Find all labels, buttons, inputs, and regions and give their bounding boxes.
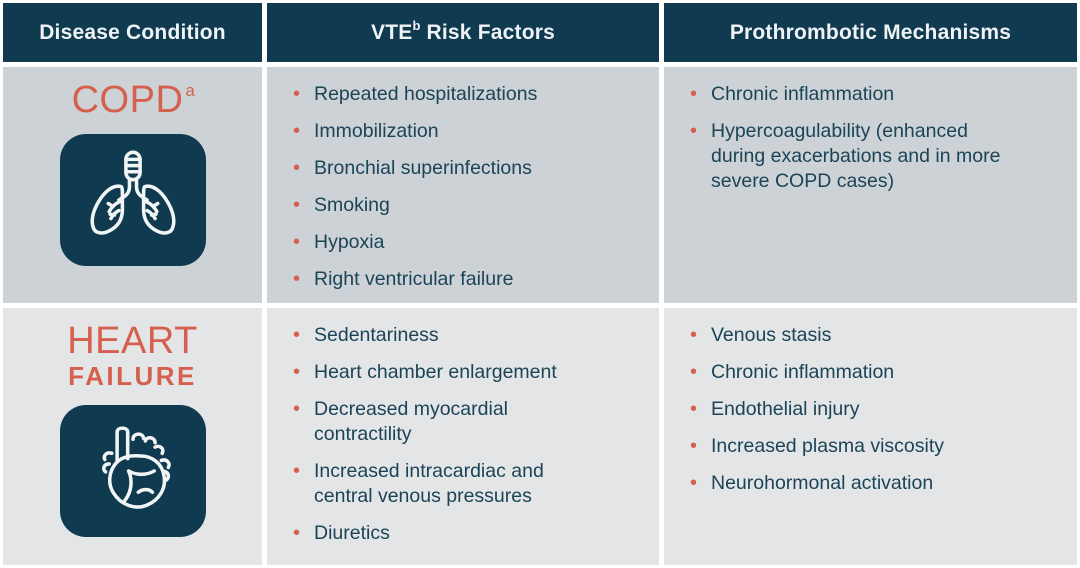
bullet-icon: •: [690, 398, 698, 420]
header-prothrombotic-mechanisms: Prothrombotic Mechanisms: [664, 3, 1077, 62]
heart-failure-title-line2: FAILURE: [68, 360, 197, 391]
bullet-icon: •: [293, 398, 301, 420]
list-item: • Bronchial superinfections: [293, 157, 532, 179]
list-item: • Neurohormonal activation: [690, 472, 934, 494]
list-item: • Increased plasma viscosity: [690, 435, 945, 457]
bullet-icon: •: [293, 194, 301, 216]
header-disease-condition: Disease Condition: [3, 3, 262, 62]
list-item: • Diuretics: [293, 522, 390, 544]
list-item: • Decreased myocardial contractility: [293, 398, 509, 445]
list-item: • Repeated hospitalizations: [293, 83, 538, 105]
list-item: • Smoking: [293, 194, 390, 216]
header-vte-risk-factors: VTE b Risk Factors: [267, 3, 659, 62]
heart-failure-risk-factors-cell: • Sedentariness • Heart chamber enlargemen…: [267, 308, 659, 565]
header-vte-label: VTE: [371, 20, 413, 44]
lungs-icon-tile: [59, 133, 206, 266]
footnote-marker-b: b: [412, 18, 421, 33]
lungs-icon: [80, 147, 186, 253]
list-item: • Chronic inflammation: [690, 83, 895, 105]
copd-mechanisms-list: • Chronic inflammation • Hypercoagulabilit…: [664, 67, 1077, 194]
heart-failure-mechanisms-cell: • Venous stasis • Chronic inflammation • En…: [664, 308, 1077, 565]
heart-failure-condition-cell: HEART FAILURE: [3, 308, 262, 565]
list-item: • Venous stasis: [690, 324, 832, 346]
heart-failure-title-line1: HEART: [67, 320, 198, 362]
bullet-icon: •: [690, 472, 698, 494]
bullet-icon: •: [690, 83, 698, 105]
copd-mechanisms-cell: • Chronic inflammation • Hypercoagulabilit…: [664, 67, 1077, 303]
bullet-icon: •: [293, 157, 301, 179]
list-item: • Heart chamber enlargement: [293, 361, 557, 383]
list-item: • Immobilization: [293, 120, 439, 142]
copd-title: COPD a: [71, 79, 196, 121]
footnote-marker-a: a: [185, 81, 196, 100]
list-item: • Chronic inflammation: [690, 361, 895, 383]
heart-failure-risk-factors-list: • Sedentariness • Heart chamber enlargemen…: [267, 308, 659, 546]
bullet-icon: •: [690, 120, 698, 142]
bullet-icon: •: [690, 435, 698, 457]
bullet-icon: •: [293, 83, 301, 105]
list-item: • Right ventricular failure: [293, 268, 514, 290]
list-item: • Increased intracardiac and central veno…: [293, 460, 544, 507]
bullet-icon: •: [293, 361, 301, 383]
bullet-icon: •: [293, 522, 301, 544]
bullet-icon: •: [293, 324, 301, 346]
copd-risk-factors-cell: • Repeated hospitalizations • Immobilizati…: [267, 67, 659, 303]
header-disease-condition-label: Disease Condition: [39, 20, 226, 44]
bullet-icon: •: [690, 361, 698, 383]
list-item: • Endothelial injury: [690, 398, 860, 420]
list-item: • Hypercoagulability (enhanced during exa…: [690, 120, 1001, 192]
bullet-icon: •: [293, 460, 301, 482]
copd-risk-factors-list: • Repeated hospitalizations • Immobilizati…: [267, 67, 659, 292]
list-item: • Sedentariness: [293, 324, 439, 346]
bullet-icon: •: [293, 231, 301, 253]
bullet-icon: •: [293, 120, 301, 142]
copd-title-text: COPD: [71, 79, 184, 121]
header-prothrombotic-label: Prothrombotic Mechanisms: [729, 20, 1012, 44]
heart-icon-tile: [59, 404, 206, 537]
bullet-icon: •: [690, 324, 698, 346]
copd-condition-cell: COPD a: [3, 67, 262, 303]
heart-icon: [80, 418, 186, 524]
heart-failure-mechanisms-list: • Venous stasis • Chronic inflammation • En…: [664, 308, 1077, 496]
header-risk-factors-label: Risk Factors: [426, 20, 555, 44]
bullet-icon: •: [293, 268, 301, 290]
list-item: • Hypoxia: [293, 231, 385, 253]
